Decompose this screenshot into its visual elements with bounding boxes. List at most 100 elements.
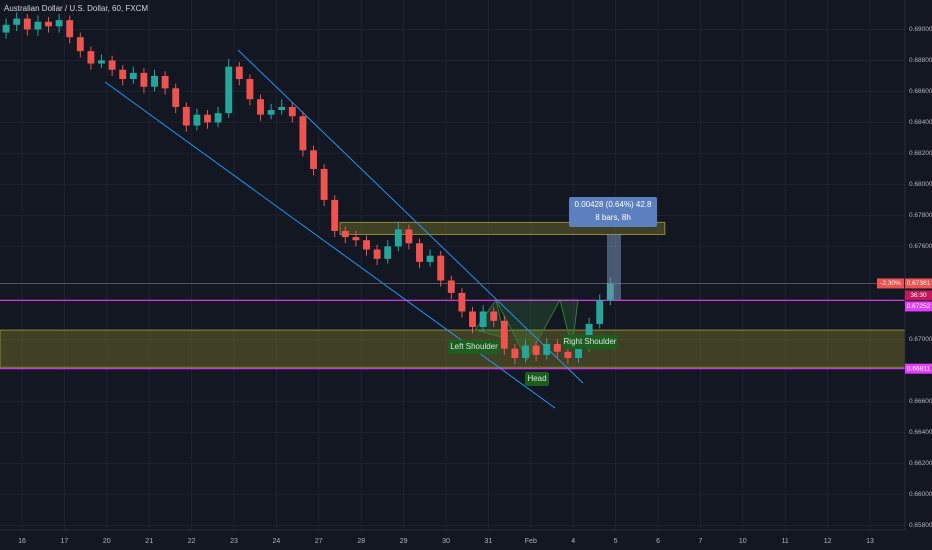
measure-text: 8 bars, 8h: [595, 213, 631, 222]
level-tag-label: 0.67252: [907, 303, 931, 310]
x-tick-label: 10: [739, 538, 747, 545]
change-label: -2.30%: [880, 280, 901, 287]
x-tick-label: 27: [315, 538, 323, 545]
candle-body: [13, 18, 21, 25]
price-tag-label: 0.67361: [907, 280, 931, 287]
price-axis: [905, 0, 932, 550]
candle-body: [246, 79, 254, 100]
candle-body: [426, 255, 434, 262]
candle-body: [151, 75, 158, 87]
x-tick-label: 7: [698, 538, 702, 545]
candle-body: [373, 249, 381, 259]
y-tick-label: 0.66000: [909, 491, 932, 498]
y-tick-label: 0.69000: [909, 26, 932, 33]
level-tag: [905, 301, 932, 312]
candle-body: [575, 347, 582, 358]
level-tag: [905, 363, 932, 374]
x-tick-label: 24: [273, 538, 281, 545]
x-tick-label: 30: [442, 538, 450, 545]
candle-body: [119, 69, 127, 80]
candle-body: [553, 344, 561, 352]
candle-body: [447, 280, 455, 293]
x-tick-label: 29: [400, 538, 408, 545]
x-tick-label: 21: [145, 538, 153, 545]
candle-body: [23, 18, 31, 30]
price-tags: -2.30% 0.67361 36:30 0.67252 0.66811: [877, 278, 932, 374]
candle-body: [469, 311, 476, 327]
candle-body: [331, 199, 339, 231]
candle-body: [394, 229, 402, 247]
candle-body: [543, 344, 551, 355]
y-tick-label: 0.68200: [909, 150, 932, 157]
candle-body: [257, 99, 264, 115]
x-tick-label: 20: [103, 538, 111, 545]
x-tick-label: 12: [824, 538, 832, 545]
candle-body: [363, 240, 370, 250]
candle-body: [172, 88, 180, 107]
candle-body: [596, 300, 604, 324]
y-tick-label: 0.65800: [909, 522, 932, 529]
x-tick-label: 5: [614, 538, 618, 545]
candle-body: [437, 255, 445, 281]
candle-body: [140, 72, 148, 87]
y-tick-label: 0.68000: [909, 181, 932, 188]
measure-range: [607, 234, 621, 300]
candle-body: [98, 60, 105, 64]
y-tick-label: 0.68600: [909, 88, 932, 95]
candle-body: [76, 37, 84, 52]
y-tick-label: 0.68800: [909, 57, 932, 64]
pattern-label: Right Shoulder: [564, 337, 617, 346]
candle-body: [320, 168, 328, 200]
candle-body: [522, 345, 529, 358]
x-tick-label: 4: [571, 538, 575, 545]
candle-body: [182, 106, 190, 126]
countdown-tag: [905, 290, 932, 301]
x-tick-label: 16: [18, 538, 26, 545]
candle-body: [352, 237, 360, 241]
candle-body: [87, 51, 95, 64]
x-tick-label: 22: [188, 538, 196, 545]
candle-body: [55, 20, 63, 27]
x-tick-label: 13: [866, 538, 874, 545]
channel-upper: [237, 49, 584, 384]
candle-body: [2, 24, 10, 33]
grid: [0, 0, 905, 530]
x-tick-label: 23: [230, 538, 238, 545]
x-tick-label: 11: [782, 538, 789, 545]
candle-body: [416, 243, 423, 262]
candle-body: [66, 20, 74, 38]
price-tag: [905, 278, 932, 289]
pattern-label: Left Shoulder: [450, 342, 498, 351]
x-tick-label: 28: [357, 538, 365, 545]
candle-body: [193, 114, 201, 126]
y-tick-label: 0.67600: [909, 243, 932, 250]
candle-body: [299, 116, 307, 151]
candle-body: [267, 110, 275, 115]
candle-body: [479, 311, 487, 327]
label-box: [525, 372, 549, 386]
x-tick-label: 17: [61, 538, 69, 545]
x-tick-label: Feb: [525, 538, 537, 545]
candle-body: [511, 348, 519, 358]
candle-body: [384, 246, 392, 259]
candle-body: [500, 320, 508, 349]
chart-title: Australian Dollar / U.S. Dollar, 60, FXC…: [4, 4, 148, 13]
change-tag: [877, 278, 904, 289]
candle-body: [129, 72, 137, 80]
y-tick-label: 0.67800: [909, 212, 932, 219]
candle-body: [161, 75, 169, 89]
y-tick-label: 0.66600: [909, 398, 932, 405]
y-tick-label: 0.67000: [909, 336, 932, 343]
countdown-label: 36:30: [910, 292, 927, 299]
candles: [2, 12, 614, 365]
measure-label: [569, 197, 657, 227]
level-tag-label: 0.66811: [907, 365, 930, 372]
x-tick-label: 6: [656, 538, 660, 545]
label-box: [448, 340, 500, 354]
candle-body: [341, 230, 349, 238]
candle-body: [288, 106, 296, 117]
axis-labels: 0.69000 0.68800 0.68600 0.68400 0.68200 0.680…: [18, 26, 932, 545]
